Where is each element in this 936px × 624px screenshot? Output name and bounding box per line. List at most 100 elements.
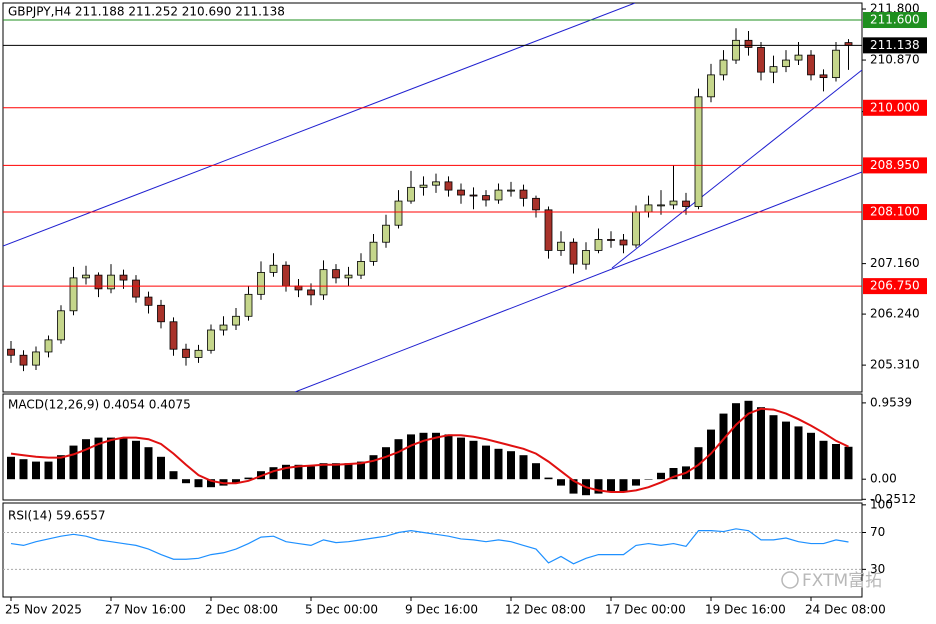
level-label: 208.100 xyxy=(870,205,920,219)
macd-bar xyxy=(732,403,740,480)
candle-body xyxy=(32,351,40,366)
macd-bar xyxy=(132,440,140,480)
candle-body xyxy=(344,274,353,279)
macd-bar xyxy=(44,461,53,480)
macd-bar xyxy=(607,479,615,492)
candle-body xyxy=(469,194,478,197)
candle-body xyxy=(657,204,665,207)
candle-body xyxy=(119,274,128,281)
candle-body xyxy=(532,197,540,211)
macd-bar xyxy=(369,455,378,480)
rsi-pane xyxy=(2,502,863,598)
level-label-box xyxy=(863,99,927,116)
candle-body xyxy=(732,39,740,61)
candle-body xyxy=(82,274,90,279)
macd-bar xyxy=(457,437,465,480)
x-tick-label: 25 Nov 2025 xyxy=(5,603,82,617)
candle-body xyxy=(694,96,703,207)
candle-body xyxy=(557,241,565,251)
macd-bar xyxy=(694,447,703,480)
candle-body xyxy=(257,271,265,295)
level-label: 210.000 xyxy=(870,100,920,114)
macd-signal xyxy=(10,407,849,493)
candle-body xyxy=(357,261,365,276)
macd-bar xyxy=(794,426,803,480)
candle-body xyxy=(607,239,615,241)
candle-body xyxy=(594,239,603,251)
rsi-line xyxy=(10,528,849,565)
macd-bar xyxy=(69,445,78,480)
macd-bar xyxy=(419,432,428,480)
y-tick-label: 0.9539 xyxy=(870,395,912,409)
macd-title: MACD(12,26,9) 0.4054 0.4075 xyxy=(8,398,191,412)
y-tick-label: 210.870 xyxy=(870,53,920,67)
macd-bar xyxy=(144,447,153,480)
macd-bar xyxy=(432,432,440,480)
macd-bar xyxy=(269,467,278,480)
level-label: 211.600 xyxy=(870,13,920,27)
candle-body xyxy=(407,186,415,202)
y-tick-label: -0.2512 xyxy=(870,492,916,506)
macd-bar xyxy=(57,455,65,480)
candle-body xyxy=(157,304,165,323)
macd-bar xyxy=(644,479,653,480)
macd-bar xyxy=(19,459,28,480)
candle-body xyxy=(319,269,328,296)
candle-body xyxy=(507,189,515,192)
candle-body xyxy=(294,285,303,291)
candle-body xyxy=(44,339,53,353)
candle-body xyxy=(232,315,240,326)
candle-body xyxy=(482,195,490,201)
candle-body xyxy=(107,274,115,290)
candle-body xyxy=(207,329,215,351)
macd-bar xyxy=(532,463,540,480)
candle-body xyxy=(269,264,278,273)
macd-bar xyxy=(657,472,665,480)
trend-lines xyxy=(3,3,862,392)
y-tick-label: 70 xyxy=(870,525,885,539)
macd-bar xyxy=(444,434,453,480)
candle-body xyxy=(457,189,465,196)
macd-bar xyxy=(244,477,253,480)
candle-body xyxy=(819,74,828,79)
macd-bar xyxy=(807,432,815,480)
trend-line xyxy=(611,69,862,269)
candle-body xyxy=(219,324,228,331)
macd-bar xyxy=(7,456,15,480)
candle-body xyxy=(394,200,403,226)
macd-bar xyxy=(282,464,290,480)
candle-body xyxy=(832,49,840,79)
x-tick-label: 5 Dec 00:00 xyxy=(305,603,378,617)
macd-bar xyxy=(394,439,403,480)
y-tick-label: 30 xyxy=(870,562,885,576)
macd-bar xyxy=(307,466,315,480)
macd-bar xyxy=(557,479,565,486)
macd-bar xyxy=(482,445,490,480)
macd-bar xyxy=(569,479,578,494)
candle-body xyxy=(94,274,103,290)
candle-body xyxy=(307,289,315,296)
macd-bar xyxy=(719,413,728,480)
macd-bar xyxy=(332,463,340,480)
macd-bar xyxy=(519,455,528,480)
candles xyxy=(7,28,853,372)
candle-body xyxy=(382,224,390,243)
y-tick-label: 0.00 xyxy=(870,472,897,486)
macd-bar xyxy=(94,437,103,480)
macd-bar xyxy=(819,440,828,480)
candle-body xyxy=(444,181,453,191)
macd-bar xyxy=(544,477,553,480)
macd-bar xyxy=(119,437,128,480)
candle-body xyxy=(132,279,140,298)
macd-bar xyxy=(619,479,628,492)
candle-body xyxy=(194,349,203,358)
candle-body xyxy=(519,189,528,199)
candle-body xyxy=(182,348,190,358)
candle-body xyxy=(744,39,753,48)
macd-bar xyxy=(632,479,640,486)
x-tick-label: 24 Dec 08:00 xyxy=(805,603,886,617)
candle-body xyxy=(682,200,690,207)
watermark-icon xyxy=(781,571,799,589)
